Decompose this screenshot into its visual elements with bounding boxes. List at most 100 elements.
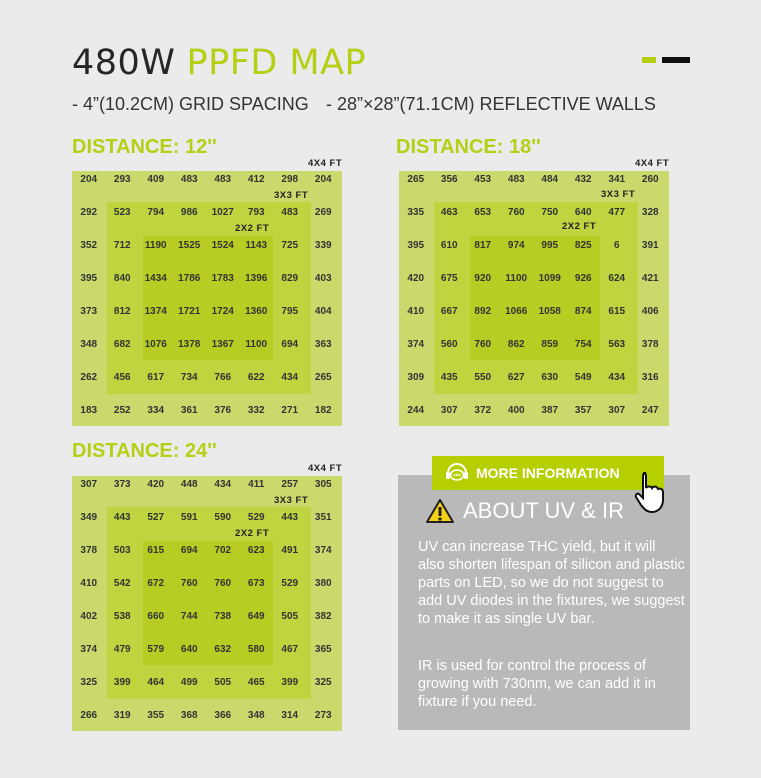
zone-label-z3: 3X3 FT: [601, 189, 636, 200]
more-information-button[interactable]: MORE INFORMATION: [432, 456, 664, 490]
ppfd-cell: 1525: [178, 240, 201, 251]
ppfd-cell: 627: [507, 372, 525, 383]
ppfd-cell: 307: [440, 405, 458, 416]
ppfd-grid-18: 265 356 453 483 484 432 341 260 335 463 653 760 750 6…: [399, 158, 669, 426]
ppfd-cell: 617: [147, 372, 165, 383]
ppfd-cell: 305: [314, 479, 332, 490]
ppfd-cell: 260: [641, 174, 659, 185]
ppfd-cell: 378: [641, 339, 659, 350]
ppfd-cell: 314: [281, 710, 299, 721]
ppfd-cell: 252: [113, 405, 131, 416]
ppfd-cell: 840: [113, 273, 131, 284]
ppfd-cell: 580: [247, 644, 265, 655]
ppfd-cell: 374: [407, 339, 425, 350]
ppfd-cell: 529: [281, 578, 299, 589]
ppfd-cell: 1076: [144, 339, 167, 350]
ppfd-cell: 712: [113, 240, 131, 251]
ppfd-cell: 649: [247, 611, 265, 622]
ppfd-cell: 410: [407, 306, 425, 317]
ppfd-cell: 793: [247, 207, 265, 218]
ppfd-cell: 332: [247, 405, 265, 416]
ppfd-cell: 269: [314, 207, 332, 218]
accent-dash: [642, 57, 656, 63]
ppfd-cell: 590: [214, 512, 232, 523]
hand-pointer-icon: [634, 472, 664, 514]
ppfd-cell: 387: [541, 405, 559, 416]
ppfd-cell: 374: [80, 644, 98, 655]
zone-label-z4: 4X4 FT: [308, 158, 343, 169]
ppfd-cell: 421: [641, 273, 659, 284]
ppfd-cell: 760: [474, 339, 492, 350]
ppfd-cell: 456: [113, 372, 131, 383]
ppfd-cell: 682: [113, 339, 131, 350]
zone-label-z4: 4X4 FT: [635, 158, 670, 169]
ppfd-cell: 265: [314, 372, 332, 383]
ppfd-cell: 760: [507, 207, 525, 218]
ppfd-cell: 356: [440, 174, 458, 185]
ppfd-cell: 434: [281, 372, 299, 383]
ppfd-cell: 1027: [211, 207, 234, 218]
ppfd-cell: 374: [314, 545, 332, 556]
zone-label-z4: 4X4 FT: [308, 463, 343, 474]
ppfd-cell: 1396: [245, 273, 268, 284]
zone-label-z2: 2X2 FT: [235, 223, 270, 234]
ppfd-cell: 357: [574, 405, 592, 416]
ppfd-cell: 293: [113, 174, 131, 185]
ppfd-cell: 363: [314, 339, 332, 350]
dark-dash: [662, 57, 690, 63]
ppfd-cell: 660: [147, 611, 165, 622]
ppfd-cell: 744: [180, 611, 198, 622]
ppfd-cell: 795: [281, 306, 299, 317]
zone-label-z3: 3X3 FT: [274, 495, 309, 506]
ppfd-cell: 334: [147, 405, 165, 416]
ppfd-cell: 1367: [211, 339, 234, 350]
ppfd-cell: 483: [281, 207, 299, 218]
reflective-walls-spec: - 28”×28”(71.1CM) REFLECTIVE WALLS: [326, 94, 656, 114]
ppfd-cell: 874: [574, 306, 592, 317]
ppfd-cell: 1724: [211, 306, 234, 317]
ppfd-cell: 399: [281, 677, 299, 688]
ppfd-cell: 182: [314, 405, 332, 416]
ppfd-cell: 754: [574, 339, 592, 350]
ppfd-cell: 420: [407, 273, 425, 284]
ppfd-cell: 1786: [178, 273, 201, 284]
zone-label-z2: 2X2 FT: [562, 221, 597, 232]
ppfd-cell: 503: [113, 545, 131, 556]
ppfd-cell: 399: [113, 677, 131, 688]
ppfd-cell: 395: [80, 273, 98, 284]
ppfd-cell: 760: [214, 578, 232, 589]
ppfd-cell: 373: [113, 479, 131, 490]
headset-chat-icon: [446, 463, 468, 481]
ppfd-cell: 464: [147, 677, 165, 688]
distance-label-24: DISTANCE: 24'': [72, 440, 217, 462]
ppfd-cell: 432: [574, 174, 592, 185]
ppfd-cell: 391: [641, 240, 659, 251]
ppfd-cell: 1360: [245, 306, 268, 317]
ppfd-cell: 463: [440, 207, 458, 218]
ppfd-cell: 273: [314, 710, 332, 721]
ppfd-cell: 328: [641, 207, 659, 218]
ppfd-cell: 615: [608, 306, 626, 317]
ppfd-cell: 523: [113, 207, 131, 218]
ppfd-cell: 403: [314, 273, 332, 284]
ppfd-cell: 373: [80, 306, 98, 317]
ppfd-cell: 434: [214, 479, 232, 490]
grid-spacing-spec: - 4”(10.2CM) GRID SPACING: [72, 94, 309, 114]
ppfd-cell: 404: [314, 306, 332, 317]
ppfd-cell: 376: [214, 405, 232, 416]
ppfd-cell: 351: [314, 512, 332, 523]
ppfd-cell: 335: [407, 207, 425, 218]
zone-2x2: [143, 236, 273, 360]
ppfd-cell: 527: [147, 512, 165, 523]
ppfd-cell: 563: [608, 339, 626, 350]
ppfd-grid-12: 204 293 409 483 483 412 298 204 292 523 794 986 1027…: [72, 158, 342, 426]
ppfd-cell: 409: [147, 174, 165, 185]
ppfd-cell: 675: [440, 273, 458, 284]
ppfd-cell: 986: [180, 207, 198, 218]
ppfd-cell: 483: [214, 174, 232, 185]
ppfd-cell: 672: [147, 578, 165, 589]
ir-description: IR is used for control the process of gr…: [418, 658, 656, 710]
more-information-label: MORE INFORMATION: [476, 465, 620, 481]
ppfd-cell: 640: [574, 207, 592, 218]
ppfd-cell: 702: [214, 545, 232, 556]
